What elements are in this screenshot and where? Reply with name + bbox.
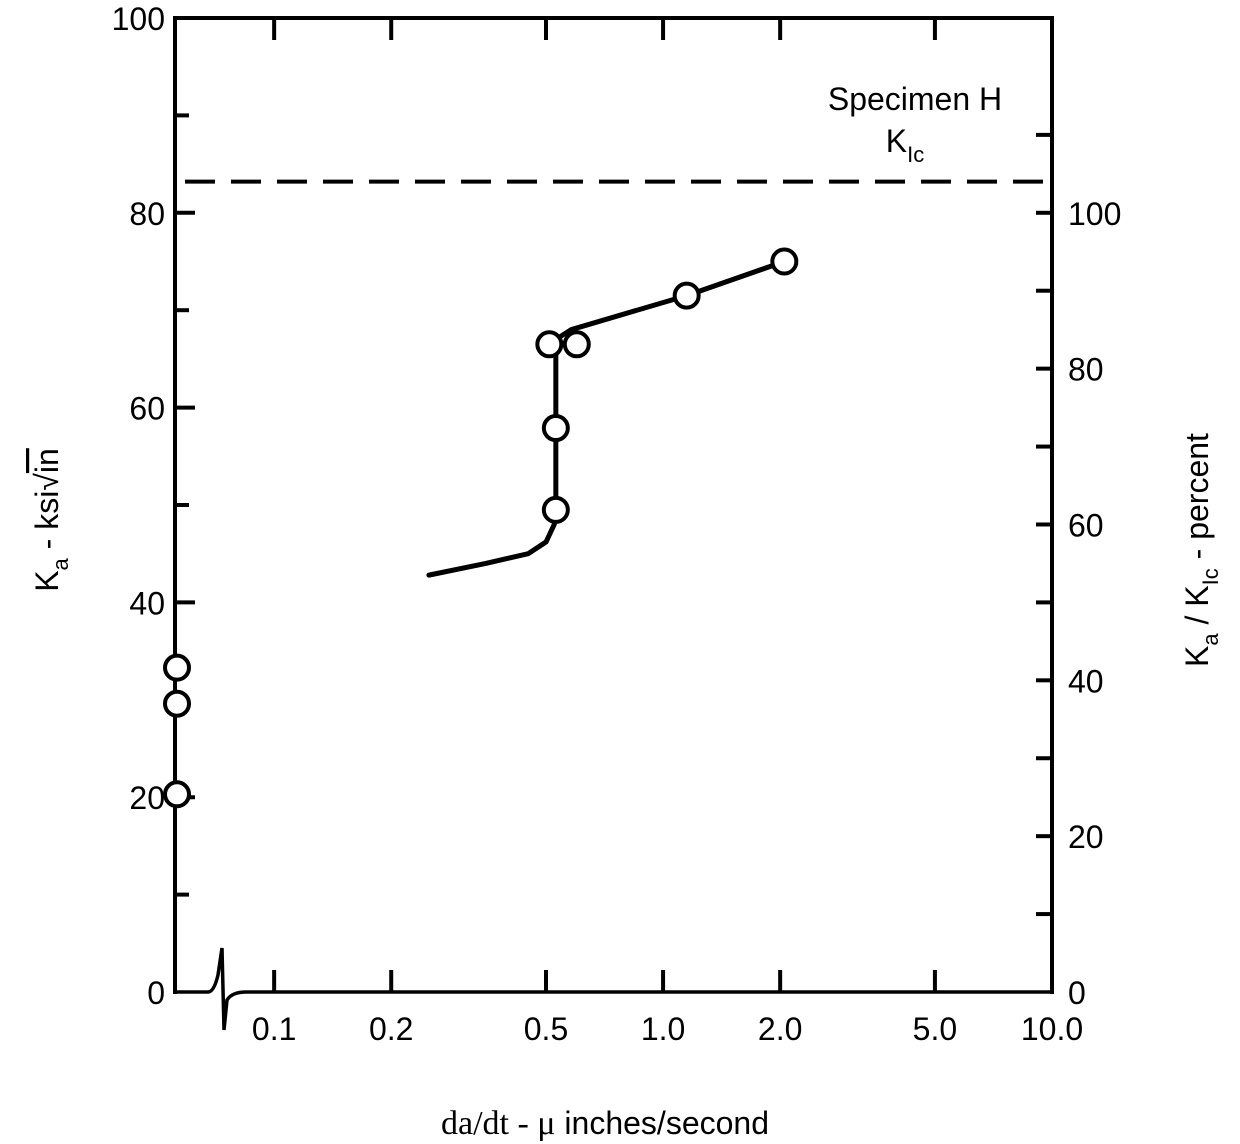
data-point-zero-rate (163, 689, 191, 718)
y-tick-label: 60 (129, 391, 165, 427)
data-point (541, 495, 570, 524)
y2-axis-title: Ka / KIc - percent (1179, 433, 1223, 667)
y-tick-label: 0 (147, 975, 165, 1011)
svg-text:Ka - ksi√in: Ka - ksi√in (29, 448, 73, 592)
x-tick-label: 0.2 (369, 1011, 413, 1047)
x-tick-label: 10.0 (1021, 1011, 1083, 1047)
y-tick-label: 20 (129, 780, 165, 816)
data-point (562, 330, 591, 359)
x-tick-label: 1.0 (641, 1011, 685, 1047)
y2-tick-label: 0 (1068, 975, 1086, 1011)
y-tick-label: 40 (129, 585, 165, 621)
x-tick-label: 5.0 (913, 1011, 957, 1047)
y2-tick-label: 20 (1068, 819, 1104, 855)
x-axis-title: da/dt - μ inches/second (441, 1105, 769, 1142)
tick-labels: 0.1 0.2 0.5 1.0 2.0 5.0 10.0020406080100020406… (112, 1, 1122, 1047)
y-tick-label: 80 (129, 196, 165, 232)
x-tick-label: 2.0 (758, 1011, 802, 1047)
data-point (535, 330, 564, 359)
reference-specimen-label: Specimen H (828, 81, 1002, 117)
x-tick-label: 0.5 (524, 1011, 568, 1047)
x-tick-label: 0.1 (252, 1011, 296, 1047)
axis-ticks (175, 18, 1052, 992)
y-tick-label: 100 (112, 1, 165, 37)
data-point (770, 247, 799, 276)
series-line (426, 259, 787, 578)
data-point (541, 414, 570, 443)
data-point-zero-rate (163, 780, 191, 809)
y2-tick-label: 40 (1068, 663, 1104, 699)
data-point-zero-rate (163, 653, 191, 682)
bottom-axis-line-with-break (173, 947, 1054, 1031)
y2-tick-label: 60 (1068, 507, 1104, 543)
svg-text:Ka / KIc - percent: Ka / KIc - percent (1179, 433, 1223, 667)
y2-tick-label: 80 (1068, 352, 1104, 388)
data-point (672, 281, 701, 310)
reference-kic-label: KIc (886, 123, 924, 167)
y2-tick-label: 100 (1068, 196, 1121, 232)
plot-frame (173, 16, 1054, 1031)
y-axis-title: Ka - ksi√in (29, 448, 73, 592)
data-series (163, 247, 799, 809)
